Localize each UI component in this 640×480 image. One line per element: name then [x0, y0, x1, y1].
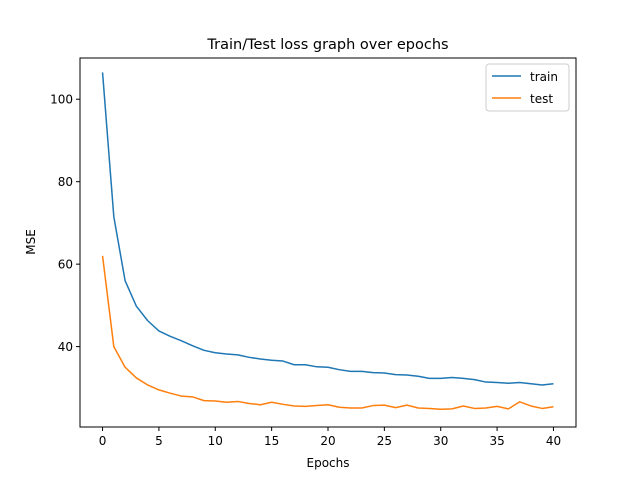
y-tick-label: 60	[58, 258, 73, 272]
x-axis-label: Epochs	[307, 456, 350, 470]
legend-label-train: train	[530, 70, 558, 84]
x-tick-label: 20	[320, 434, 335, 448]
x-tick-label: 0	[99, 434, 107, 448]
x-tick-label: 15	[264, 434, 279, 448]
x-tick-label: 40	[546, 434, 561, 448]
x-axis-ticks: 0 5 10 15 20 25 30 35 40	[99, 427, 561, 448]
y-tick-label: 100	[50, 93, 73, 107]
legend-label-test: test	[530, 92, 553, 106]
y-tick-label: 40	[58, 340, 73, 354]
series-layer	[101, 72, 554, 411]
y-tick-label: 80	[58, 175, 73, 189]
y-axis-ticks: 40 60 80 100	[50, 93, 80, 354]
series-line-test	[101, 255, 554, 411]
legend: train test	[485, 63, 570, 112]
y-axis-label: MSE	[24, 229, 38, 255]
x-tick-label: 25	[377, 434, 392, 448]
series-line-train	[101, 72, 554, 386]
x-tick-label: 35	[489, 434, 504, 448]
x-tick-label: 30	[433, 434, 448, 448]
x-tick-label: 5	[155, 434, 163, 448]
x-tick-label: 10	[208, 434, 223, 448]
chart-title: Train/Test loss graph over epochs	[206, 37, 448, 53]
